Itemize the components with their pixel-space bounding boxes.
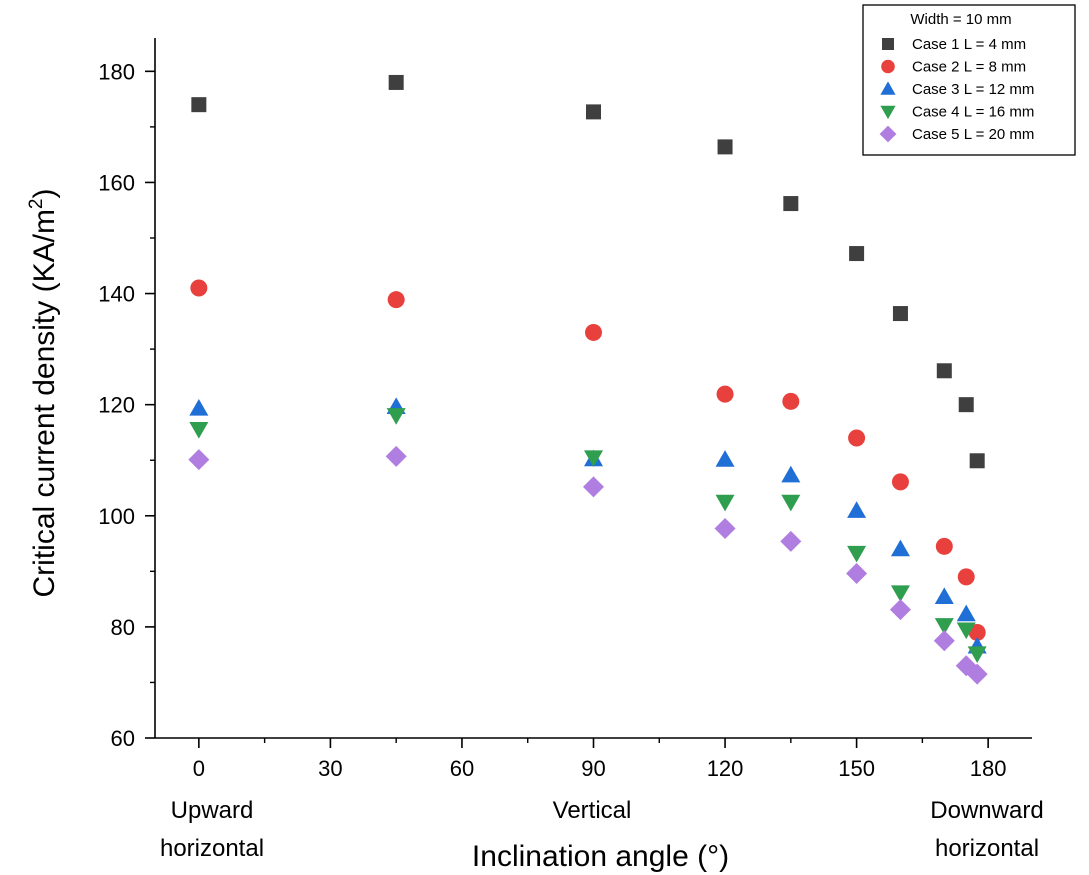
legend-label: Case 4 L = 16 mm (912, 104, 1034, 121)
x-tick-label: 0 (193, 756, 205, 781)
y-axis-title-superscript: 2 (26, 198, 47, 209)
x-tick-label: 30 (318, 756, 342, 781)
data-point (890, 585, 910, 602)
data-point (936, 363, 952, 379)
x-tick-label: 150 (838, 756, 875, 781)
y-axis-title: Critical current density (KA/m2) (26, 188, 61, 597)
data-point (188, 449, 210, 471)
legend-label: Case 3 L = 12 mm (912, 81, 1034, 98)
data-point (388, 74, 404, 90)
data-point (387, 291, 405, 309)
data-point (956, 622, 976, 640)
data-point (781, 494, 801, 512)
y-tick-label: 80 (111, 615, 135, 640)
annotation-label: horizontal (935, 835, 1039, 862)
data-point (714, 518, 736, 540)
legend-marker (880, 105, 896, 120)
data-point (969, 453, 985, 469)
data-point (386, 408, 406, 425)
data-point (889, 599, 911, 621)
data-point (846, 563, 868, 585)
data-point (586, 104, 601, 120)
y-axis-title-text: Critical current density (KA/m (28, 209, 61, 597)
x-tick-label: 180 (970, 756, 1007, 781)
data-point (935, 537, 953, 555)
data-point (585, 323, 602, 341)
data-point (782, 392, 800, 410)
x-tick-label: 60 (450, 756, 474, 781)
data-point (717, 139, 733, 155)
y-tick-label: 160 (98, 170, 135, 195)
data-point (847, 501, 867, 518)
data-point (191, 97, 207, 113)
data-point (966, 663, 988, 685)
y-axis-title-close: ) (28, 188, 61, 198)
data-point (891, 473, 909, 491)
data-point (189, 399, 209, 416)
legend-marker (879, 125, 897, 143)
data-point (968, 623, 986, 641)
y-tick-label: 100 (98, 504, 135, 529)
data-point (849, 246, 865, 262)
data-point (716, 385, 734, 403)
data-point (780, 530, 802, 552)
data-point (847, 545, 867, 563)
data-point (956, 604, 976, 622)
data-point (958, 397, 974, 413)
series-case-3 (189, 397, 987, 654)
axes: 0 30 60 90 120 150 180 60 80 100 120 140 160 180 Incli… (26, 38, 1032, 873)
data-point (781, 465, 801, 483)
x-axis-title: Inclination angle (°) (472, 840, 729, 873)
legend-marker (882, 38, 894, 50)
annotation-label: Upward (171, 797, 254, 824)
series-case-5 (188, 445, 988, 685)
data-point (583, 476, 604, 498)
y-tick-label: 140 (98, 282, 135, 307)
annotation-label: horizontal (160, 835, 264, 862)
data-point (715, 494, 735, 512)
legend-label: Case 1 L = 4 mm (912, 36, 1026, 53)
x-tick-label: 120 (707, 756, 744, 781)
legend-label: Case 5 L = 20 mm (912, 126, 1034, 143)
series-case-2 (190, 279, 986, 641)
legend-label: Case 2 L = 8 mm (912, 59, 1026, 76)
data-point (934, 618, 954, 635)
y-tick-label: 180 (98, 59, 135, 84)
annotation-label: Downward (930, 797, 1043, 824)
legend: Width = 10 mm Case 1 L = 4 mm Case 2 L = 8… (862, 4, 1076, 156)
y-tick-label: 120 (98, 393, 135, 418)
series-case-1 (191, 74, 985, 469)
data-point (933, 630, 955, 652)
x-tick-label: 90 (581, 756, 605, 781)
annotations: Upward horizontal Vertical Downward horizont… (160, 797, 1044, 862)
data-point (890, 539, 910, 557)
legend-marker (881, 59, 895, 74)
series-case-4 (189, 408, 987, 664)
data-point (967, 646, 987, 664)
data-point (385, 445, 407, 467)
data-point (189, 421, 209, 439)
data-point (190, 279, 208, 297)
data-point (934, 587, 954, 605)
data-points (188, 74, 988, 685)
legend-marker (880, 81, 896, 95)
annotation-label: Vertical (553, 797, 632, 824)
data-point (783, 196, 799, 212)
y-tick-label: 60 (111, 726, 135, 751)
legend-box (862, 4, 1076, 156)
legend-title: Width = 10 mm (910, 11, 1011, 28)
data-point (584, 450, 603, 467)
data-point (957, 568, 975, 586)
data-point (715, 450, 735, 467)
data-point (848, 429, 866, 447)
data-point (892, 306, 908, 322)
